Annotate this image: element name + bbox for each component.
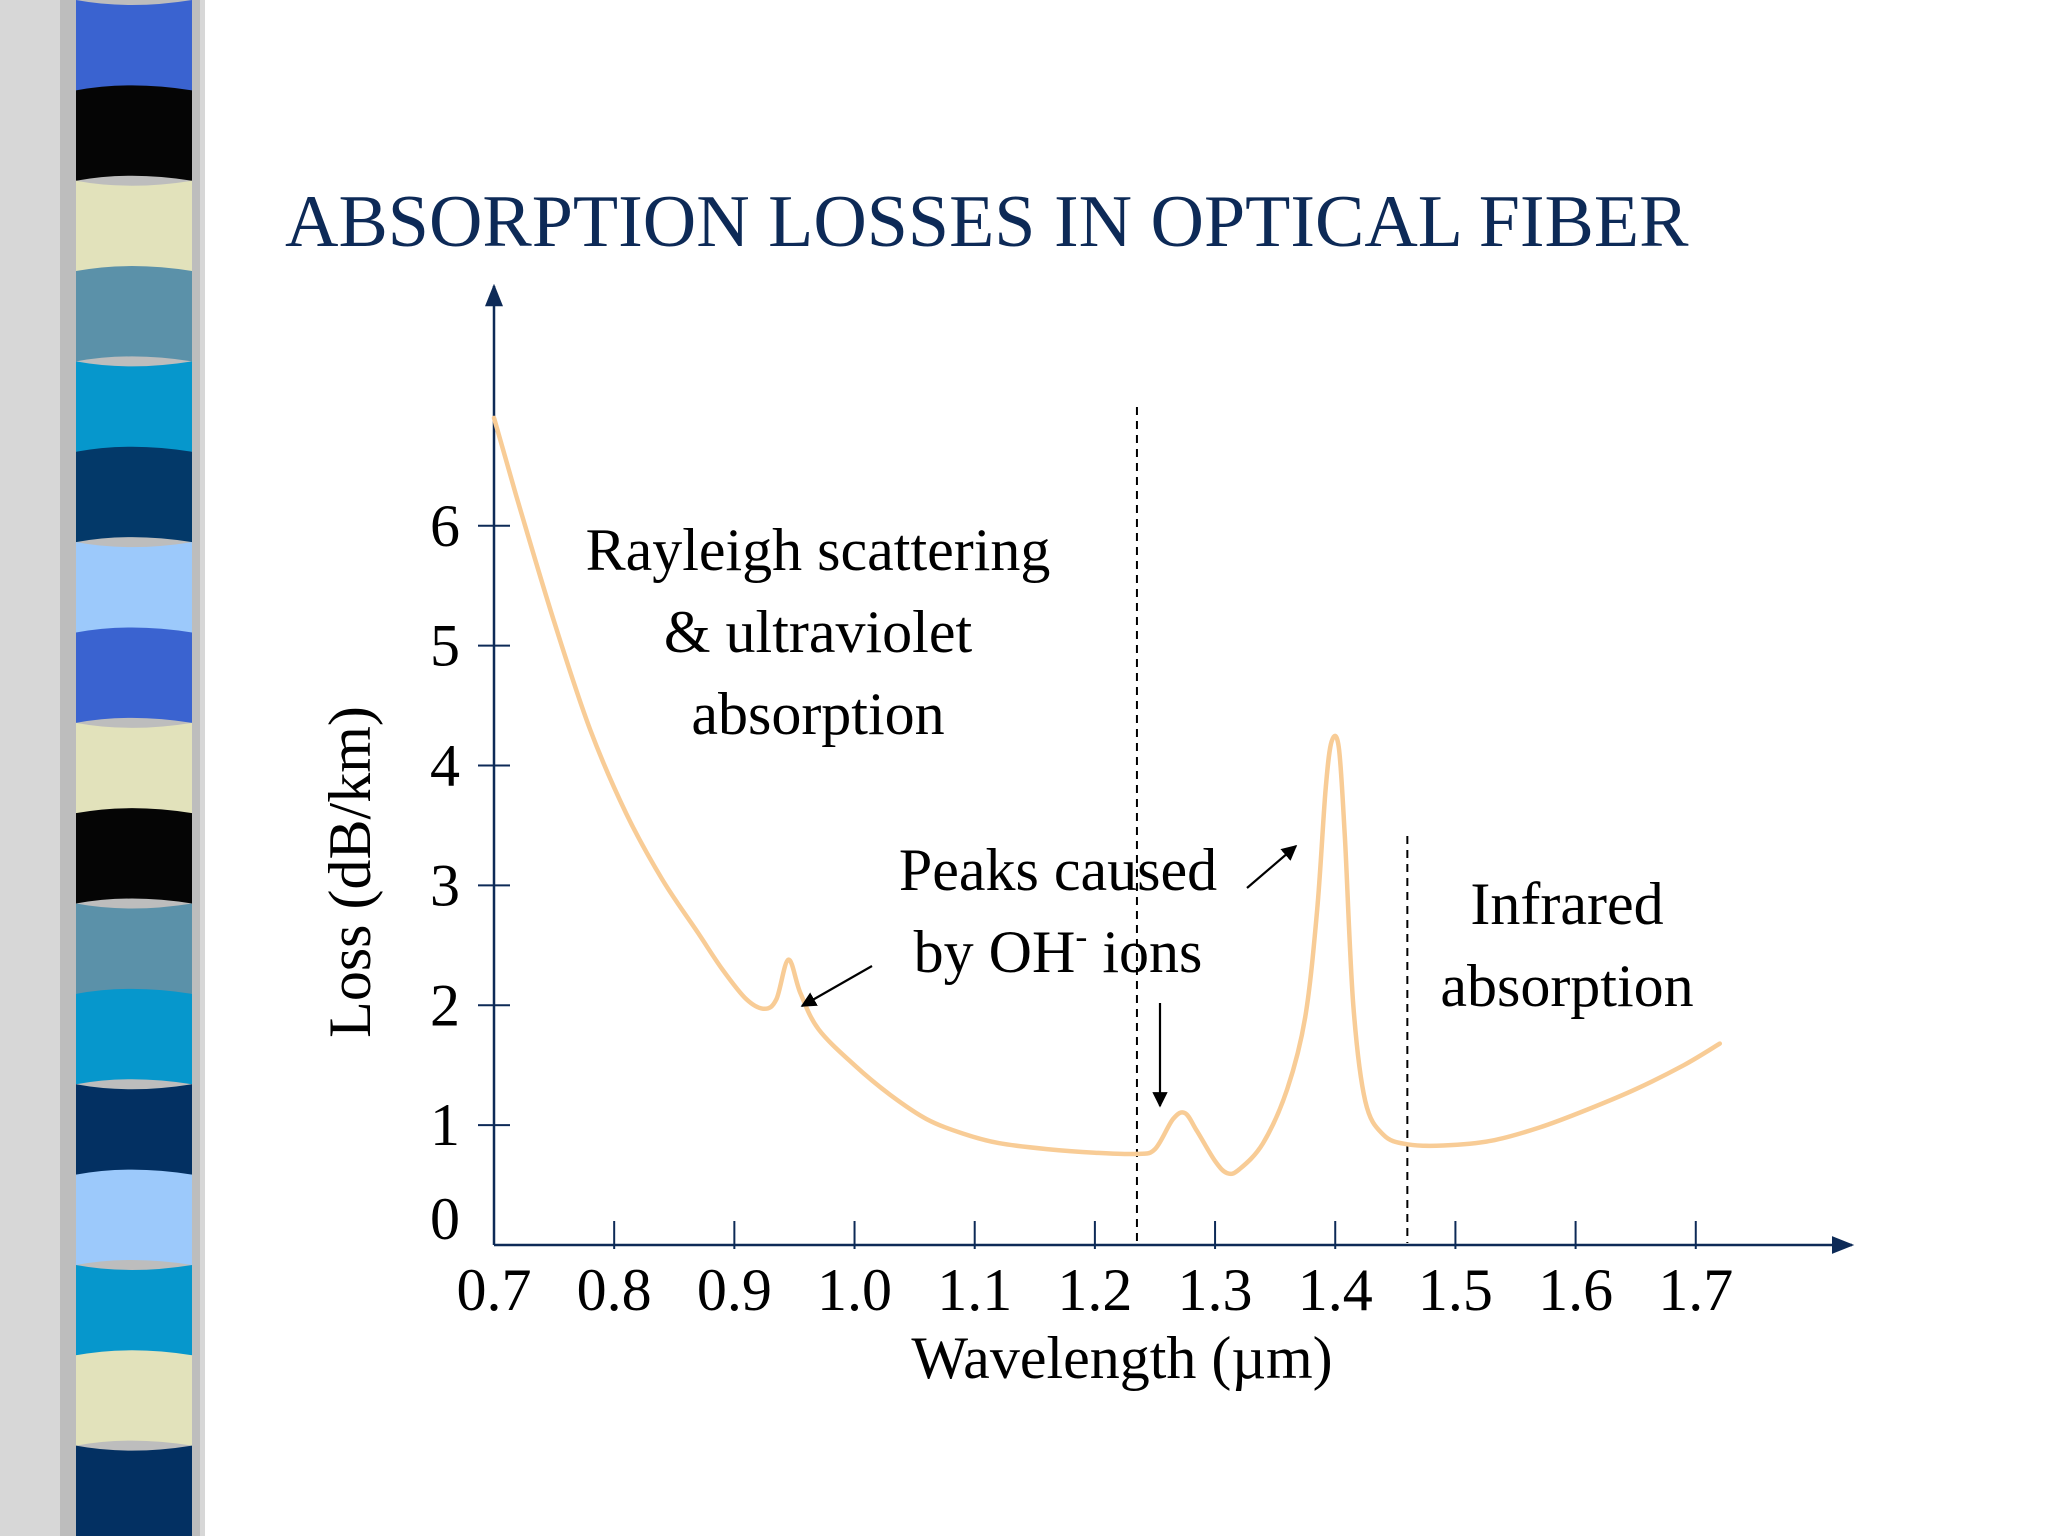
loss-curve-line: [491, 415, 1723, 1177]
decorative-color-stripe: [0, 0, 230, 1536]
y-ticks: 0 1 2 3 4 5 6: [430, 493, 510, 1252]
y-tick-label: 1: [430, 1092, 460, 1158]
region-dividers: [1135, 407, 1409, 1243]
annotation-infrared-line1: Infrared: [1470, 871, 1663, 937]
y-tick-label: 5: [430, 613, 460, 679]
y-tick-label: 3: [430, 852, 460, 918]
annotation-rayleigh-line3: absorption: [691, 681, 944, 747]
annotation-peaks-line2: by OH- ions: [914, 916, 1203, 985]
x-tick-label: 1.5: [1418, 1257, 1493, 1323]
stripe-band: [76, 1264, 192, 1361]
x-ticks: 0.7 0.8 0.9 1.0 1.1 1.2 1.3 1.4 1.5 1.6 1.7: [457, 1221, 1733, 1323]
x-tick-label: 1.0: [817, 1257, 892, 1323]
stripe-band: [76, 85, 192, 181]
x-tick-label: 1.7: [1658, 1257, 1733, 1323]
stripe-band: [76, 446, 192, 543]
stripe-band: [76, 542, 192, 638]
x-tick-label: 0.8: [577, 1257, 652, 1323]
x-tick-label: 0.9: [697, 1257, 772, 1323]
x-tick-label: 1.3: [1178, 1257, 1253, 1323]
stripe-band: [76, 1350, 192, 1446]
stripe-band: [76, 627, 192, 723]
stripe-band: [76, 0, 192, 96]
annotation-rayleigh: Rayleigh scattering & ultraviolet absorp…: [586, 517, 1051, 747]
x-tick-label: 0.7: [457, 1257, 532, 1323]
stripe-band: [76, 266, 192, 362]
x-axis-label: Wavelength (µm): [911, 1325, 1332, 1391]
stripe-band: [76, 1084, 192, 1180]
stripe-band: [76, 808, 192, 904]
stripe-band: [76, 1169, 192, 1265]
stripe-band: [76, 180, 192, 277]
x-tick-label: 1.1: [937, 1257, 1012, 1323]
axes: [485, 283, 1855, 1254]
slide-title: ABSORPTION LOSSES IN OPTICAL FIBER: [285, 181, 1689, 263]
stripe-band: [76, 361, 192, 457]
annotation-arrows: [800, 844, 1298, 1108]
y-tick-label: 2: [430, 972, 460, 1038]
annotation-rayleigh-line2: & ultraviolet: [664, 599, 973, 665]
stripe-band: [76, 1445, 192, 1536]
annotation-infrared: Infrared absorption: [1440, 871, 1693, 1019]
y-tick-label: 4: [430, 733, 460, 799]
stripe-band: [76, 903, 192, 999]
annotation-peaks-line2-suffix: ions: [1087, 919, 1202, 985]
stripe-band: [76, 722, 192, 819]
annotation-infrared-line2: absorption: [1440, 953, 1693, 1019]
x-tick-label: 1.4: [1298, 1257, 1373, 1323]
annotation-peaks-line2-sup: -: [1075, 916, 1087, 956]
arrow-to-peak-095: [800, 965, 873, 1007]
y-tick-label: 0: [430, 1186, 460, 1252]
annotation-peaks: Peaks caused by OH- ions: [899, 837, 1217, 985]
annotation-rayleigh-line1: Rayleigh scattering: [586, 517, 1051, 583]
x-tick-label: 1.6: [1538, 1257, 1613, 1323]
annotation-peaks-line1: Peaks caused: [899, 837, 1217, 903]
y-axis-label: Loss (dB/km): [317, 706, 383, 1038]
arrow-to-peak-140: [1246, 844, 1298, 889]
stripe-band: [76, 988, 192, 1085]
x-tick-label: 1.2: [1057, 1257, 1132, 1323]
annotation-peaks-line2-prefix: by OH: [914, 919, 1076, 985]
y-tick-label: 6: [430, 493, 460, 559]
